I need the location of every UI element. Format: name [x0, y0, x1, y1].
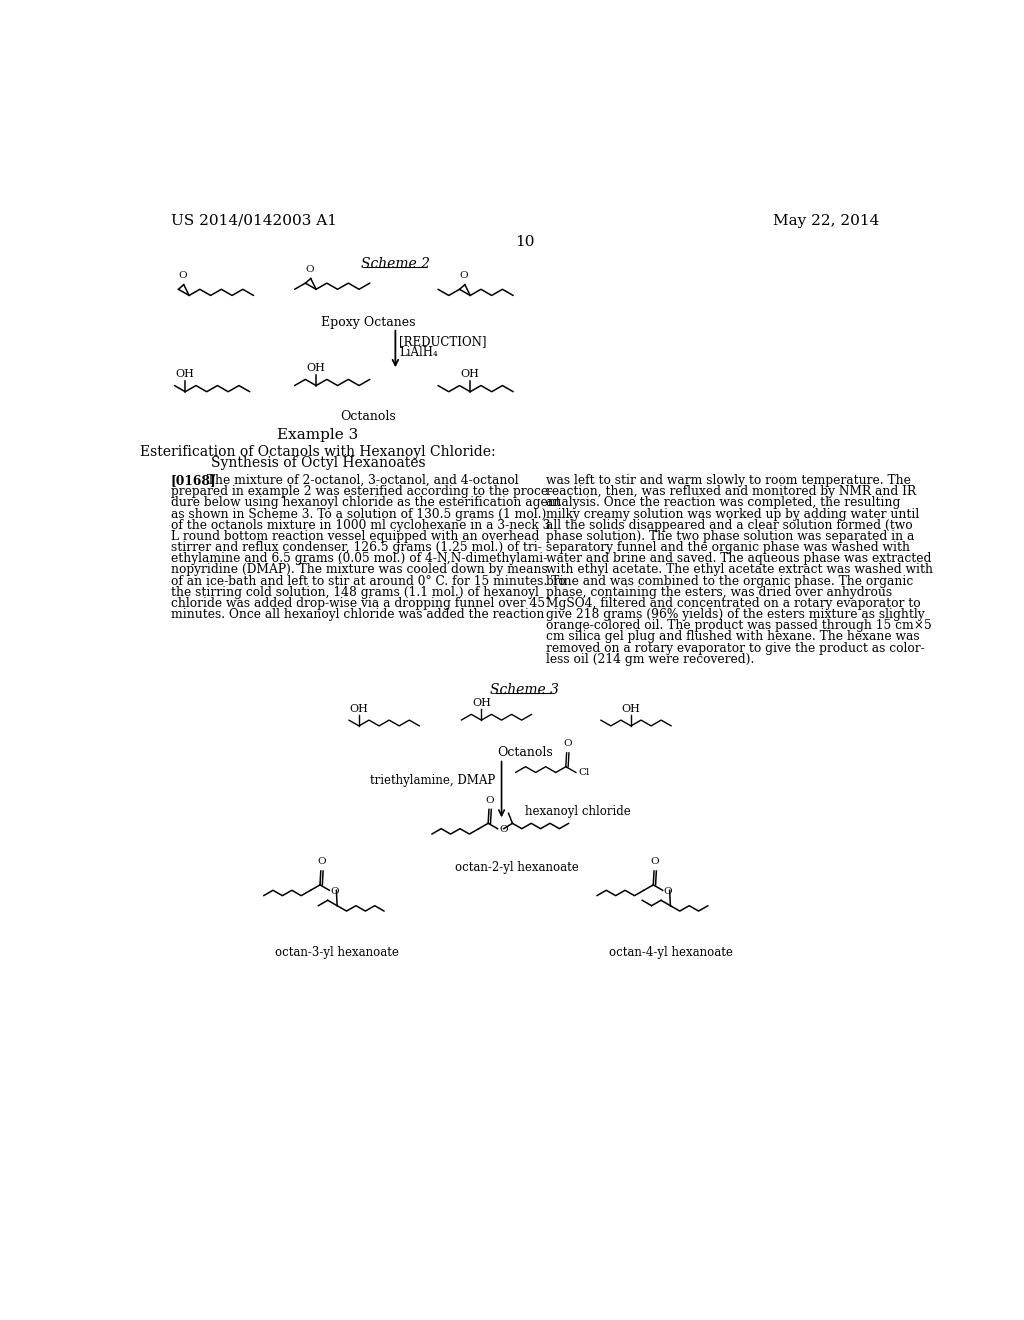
Text: reaction, then, was refluxed and monitored by NMR and IR: reaction, then, was refluxed and monitor…: [547, 486, 916, 498]
Text: prepared in example 2 was esterified according to the proce-: prepared in example 2 was esterified acc…: [171, 486, 552, 498]
Text: milky creamy solution was worked up by adding water until: milky creamy solution was worked up by a…: [547, 508, 920, 520]
Text: as shown in Scheme 3. To a solution of 130.5 grams (1 mol.): as shown in Scheme 3. To a solution of 1…: [171, 508, 546, 520]
Text: L round bottom reaction vessel equipped with an overhead: L round bottom reaction vessel equipped …: [171, 529, 539, 543]
Text: nopyridine (DMAP). The mixture was cooled down by means: nopyridine (DMAP). The mixture was coole…: [171, 564, 548, 577]
Text: of the octanols mixture in 1000 ml cyclohexane in a 3-neck 3: of the octanols mixture in 1000 ml cyclo…: [171, 519, 550, 532]
Text: [0168]: [0168]: [171, 474, 216, 487]
Text: [REDUCTION]: [REDUCTION]: [399, 335, 486, 348]
Text: cm silica gel plug and flushed with hexane. The hexane was: cm silica gel plug and flushed with hexa…: [547, 631, 921, 643]
Text: 10: 10: [515, 235, 535, 249]
Text: minutes. Once all hexanoyl chloride was added the reaction: minutes. Once all hexanoyl chloride was …: [171, 609, 544, 622]
Text: Scheme 3: Scheme 3: [490, 684, 559, 697]
Text: OH: OH: [472, 698, 490, 708]
Text: chloride was added drop-wise via a dropping funnel over 45: chloride was added drop-wise via a dropp…: [171, 597, 545, 610]
Text: of an ice-bath and left to stir at around 0° C. for 15 minutes. To: of an ice-bath and left to stir at aroun…: [171, 574, 565, 587]
Text: was left to stir and warm slowly to room temperature. The: was left to stir and warm slowly to room…: [547, 474, 911, 487]
Text: O: O: [485, 796, 494, 805]
Text: give 218 grams (96% yields) of the esters mixture as slightly: give 218 grams (96% yields) of the ester…: [547, 609, 925, 622]
Text: Synthesis of Octyl Hexanoates: Synthesis of Octyl Hexanoates: [211, 457, 425, 470]
Text: Octanols: Octanols: [497, 746, 553, 759]
Text: brine and was combined to the organic phase. The organic: brine and was combined to the organic ph…: [547, 574, 913, 587]
Text: Esterification of Octanols with Hexanoyl Chloride:: Esterification of Octanols with Hexanoyl…: [140, 445, 496, 459]
Text: stirrer and reflux condenser, 126.5 grams (1.25 mol.) of tri-: stirrer and reflux condenser, 126.5 gram…: [171, 541, 542, 554]
Text: O: O: [317, 858, 326, 866]
Text: ethylamine and 6.5 grams (0.05 mol.) of 4-N,N-dimethylami-: ethylamine and 6.5 grams (0.05 mol.) of …: [171, 552, 547, 565]
Text: octan-4-yl hexanoate: octan-4-yl hexanoate: [608, 945, 732, 958]
Text: O: O: [499, 825, 508, 834]
Text: Epoxy Octanes: Epoxy Octanes: [321, 317, 416, 329]
Text: all the solids disappeared and a clear solution formed (two: all the solids disappeared and a clear s…: [547, 519, 913, 532]
Text: water and brine and saved. The aqueous phase was extracted: water and brine and saved. The aqueous p…: [547, 552, 932, 565]
Text: OH: OH: [349, 704, 369, 714]
Text: phase solution). The two phase solution was separated in a: phase solution). The two phase solution …: [547, 529, 914, 543]
Text: O: O: [178, 271, 187, 280]
Text: less oil (214 gm were recovered).: less oil (214 gm were recovered).: [547, 653, 755, 665]
Text: octan-2-yl hexanoate: octan-2-yl hexanoate: [456, 861, 579, 874]
Text: phase, containing the esters, was dried over anhydrous: phase, containing the esters, was dried …: [547, 586, 893, 599]
Text: The mixture of 2-octanol, 3-octanol, and 4-octanol: The mixture of 2-octanol, 3-octanol, and…: [203, 474, 519, 487]
Text: separatory funnel and the organic phase was washed with: separatory funnel and the organic phase …: [547, 541, 910, 554]
Text: O: O: [460, 271, 468, 280]
Text: with ethyl acetate. The ethyl acetate extract was washed with: with ethyl acetate. The ethyl acetate ex…: [547, 564, 934, 577]
Text: Scheme 2: Scheme 2: [360, 257, 430, 271]
Text: OH: OH: [306, 363, 326, 374]
Text: OH: OH: [461, 370, 479, 379]
Text: May 22, 2014: May 22, 2014: [773, 214, 880, 228]
Text: OH: OH: [622, 704, 640, 714]
Text: the stirring cold solution, 148 grams (1.1 mol.) of hexanoyl: the stirring cold solution, 148 grams (1…: [171, 586, 539, 599]
Text: MgSO4, filtered and concentrated on a rotary evaporator to: MgSO4, filtered and concentrated on a ro…: [547, 597, 922, 610]
Text: O: O: [664, 887, 672, 896]
Text: O: O: [305, 265, 314, 275]
Text: octan-3-yl hexanoate: octan-3-yl hexanoate: [275, 945, 399, 958]
Text: Octanols: Octanols: [340, 411, 396, 424]
Text: analysis. Once the reaction was completed, the resulting: analysis. Once the reaction was complete…: [547, 496, 901, 510]
Text: hexanoyl chloride: hexanoyl chloride: [524, 805, 631, 818]
Text: Example 3: Example 3: [278, 428, 358, 442]
Text: Cl: Cl: [579, 768, 590, 777]
Text: orange-colored oil. The product was passed through 15 cm×5: orange-colored oil. The product was pass…: [547, 619, 932, 632]
Text: dure below using hexanoyl chloride as the esterification agent: dure below using hexanoyl chloride as th…: [171, 496, 560, 510]
Text: removed on a rotary evaporator to give the product as color-: removed on a rotary evaporator to give t…: [547, 642, 926, 655]
Text: O: O: [650, 858, 659, 866]
Text: O: O: [330, 887, 339, 896]
Text: O: O: [563, 739, 571, 748]
Text: OH: OH: [176, 370, 195, 379]
Text: US 2014/0142003 A1: US 2014/0142003 A1: [171, 214, 337, 228]
Text: LiAlH₄: LiAlH₄: [399, 346, 438, 359]
Text: triethylamine, DMAP: triethylamine, DMAP: [370, 774, 496, 787]
